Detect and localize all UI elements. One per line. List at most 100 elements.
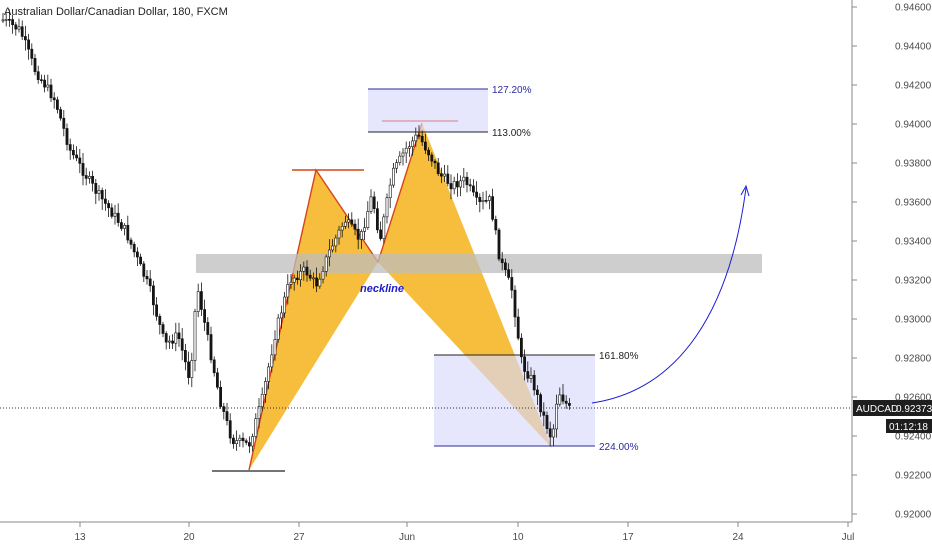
candle-body	[327, 249, 331, 258]
candle-body	[308, 274, 312, 279]
candle-body	[507, 269, 511, 278]
candle-body	[235, 440, 239, 445]
fib-label-161: 161.80%	[599, 351, 639, 362]
neckline-zone[interactable]	[196, 254, 762, 273]
candle-body	[238, 437, 242, 441]
candle-body	[283, 296, 287, 314]
candle-body	[449, 183, 453, 190]
candle-body	[232, 437, 235, 445]
candle-body	[289, 281, 293, 285]
candle-body	[23, 36, 27, 41]
candle-body	[1, 19, 5, 22]
countdown-value: 01:12:18	[889, 422, 928, 433]
candle-body	[459, 180, 463, 188]
candle-body	[129, 239, 133, 245]
candle-body	[190, 360, 194, 378]
candlestick-series[interactable]	[1, 9, 571, 454]
y-tick-label: 0.94000	[895, 120, 932, 131]
x-tick-label: 17	[622, 532, 634, 543]
candle-body	[33, 58, 37, 73]
candle-body	[72, 149, 75, 156]
price-axis-background	[852, 0, 932, 522]
candle-body	[148, 278, 152, 287]
candle-body	[43, 79, 47, 88]
candle-body	[248, 442, 251, 447]
candle-body	[225, 411, 229, 421]
candle-body	[439, 173, 443, 177]
resistance-zone[interactable]	[196, 254, 762, 273]
candle-body	[401, 152, 405, 157]
candle-body	[484, 200, 488, 202]
candle-body	[257, 406, 261, 419]
candle-body	[187, 361, 191, 378]
candle-body	[487, 196, 491, 201]
candle-body	[375, 208, 379, 231]
candle-body	[244, 440, 248, 443]
candle-body	[222, 406, 226, 412]
candle-body	[564, 400, 568, 404]
y-tick-label: 0.93600	[895, 198, 932, 209]
candle-body	[155, 304, 159, 317]
fib-box-lower[interactable]	[434, 355, 595, 446]
candle-body	[529, 374, 533, 379]
time-axis[interactable]: 13 20 27 Jun 10 17 24 Jul	[0, 521, 932, 550]
fib-upper[interactable]: 127.20% 113.00%	[368, 85, 532, 139]
candle-body	[174, 332, 178, 344]
candle-body	[219, 386, 223, 407]
candle-body	[212, 359, 216, 374]
projection-curve[interactable]	[591, 187, 747, 404]
candle-body	[299, 270, 303, 280]
pattern-triangle-xab[interactable]	[249, 170, 378, 470]
candle-body	[455, 181, 459, 188]
x-tick-label: Jul	[842, 532, 855, 543]
candle-body	[420, 135, 424, 143]
candle-body	[372, 196, 376, 209]
candle-body	[273, 339, 277, 356]
candle-body	[414, 134, 418, 142]
candle-body	[545, 415, 549, 430]
candle-body	[139, 256, 143, 265]
price-axis[interactable]: 0.94600 0.94400 0.94200 0.94000 0.93800 0.936…	[851, 0, 932, 550]
y-tick-label: 0.93800	[895, 159, 932, 170]
candle-body	[52, 97, 56, 101]
candle-body	[254, 418, 258, 437]
candle-body	[62, 117, 66, 129]
candle-body	[279, 312, 283, 319]
candle-body	[11, 19, 15, 26]
candle-body	[446, 173, 450, 184]
candle-body	[14, 24, 18, 30]
candle-body	[516, 316, 520, 339]
candle-body	[216, 372, 219, 388]
candle-body	[430, 154, 434, 162]
candle-body	[452, 181, 456, 190]
price-tag-symbol: AUDCAD	[856, 404, 898, 415]
chart-title: Australian Dollar/Canadian Dollar, 180, …	[4, 6, 228, 18]
candle-body	[196, 291, 200, 312]
candle-body	[539, 394, 543, 413]
candle-body	[519, 337, 523, 358]
candle-body	[532, 374, 536, 391]
candle-body	[318, 278, 322, 287]
candle-body	[395, 162, 399, 169]
x-tick-label: 20	[183, 532, 195, 543]
fib-box-upper[interactable]	[368, 89, 488, 132]
candle-body	[468, 184, 472, 187]
candle-body	[251, 436, 255, 447]
candle-body	[292, 277, 296, 283]
candle-body	[81, 163, 85, 176]
candle-body	[391, 167, 395, 186]
candle-body	[433, 160, 437, 164]
candle-body	[526, 371, 530, 379]
candle-body	[8, 19, 11, 21]
fib-lower[interactable]: 161.80% 224.00%	[434, 351, 639, 453]
candle-body	[263, 381, 267, 395]
candle-body	[500, 258, 504, 264]
price-tag[interactable]: AUDCAD 0.92373 01:12:18	[853, 400, 932, 433]
candle-body	[276, 317, 280, 340]
candle-body	[193, 311, 197, 361]
candle-body	[120, 222, 123, 229]
candle-body	[382, 216, 386, 239]
fib-label-127: 127.20%	[492, 85, 532, 96]
projection-arrow[interactable]	[591, 184, 750, 404]
